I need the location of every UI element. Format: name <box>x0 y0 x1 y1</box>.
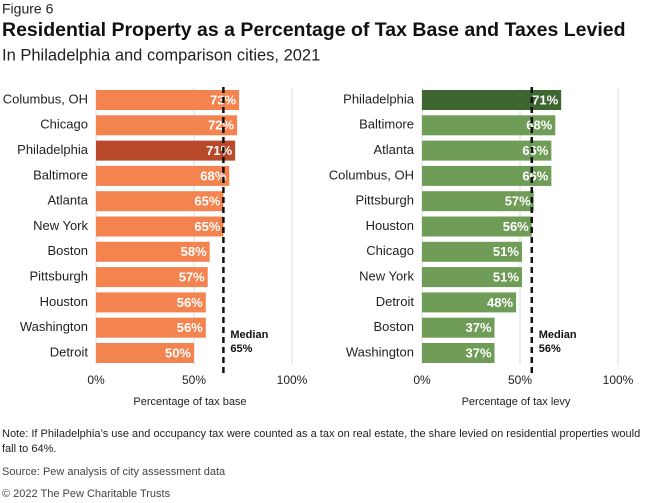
value-label: 51% <box>493 244 519 259</box>
bar <box>96 140 236 161</box>
value-label: 37% <box>465 320 491 335</box>
median-label: Median <box>539 329 577 341</box>
bar <box>422 165 552 186</box>
bar <box>422 241 522 262</box>
category-label: Boston <box>48 243 88 258</box>
category-label: Atlanta <box>48 193 89 208</box>
value-label: 56% <box>503 219 529 234</box>
median-value: 56% <box>539 343 561 355</box>
bar <box>96 267 208 288</box>
bar <box>96 292 206 313</box>
note-box: Note: If Philadelphia’s use and occupanc… <box>2 428 641 455</box>
category-label: Houston <box>40 294 88 309</box>
value-label: 66% <box>522 143 548 158</box>
median-label: Median <box>230 329 268 341</box>
category-label: New York <box>33 218 88 233</box>
category-label: Chicago <box>366 243 414 258</box>
x-tick-label: 0% <box>87 373 105 387</box>
chart-title: Residential Property as a Percentage of … <box>2 19 626 41</box>
category-label: Pittsburgh <box>29 269 88 284</box>
value-label: 65% <box>194 219 220 234</box>
category-label: Philadelphia <box>17 142 89 157</box>
bar <box>422 191 534 212</box>
value-label: 72% <box>208 118 234 133</box>
value-label: 51% <box>493 270 519 285</box>
category-label: Baltimore <box>359 117 414 132</box>
category-label: Washington <box>20 319 88 334</box>
category-label: Detroit <box>376 294 415 309</box>
category-label: Detroit <box>50 344 89 359</box>
bar <box>422 343 495 363</box>
value-label: 48% <box>487 295 513 310</box>
category-label: Philadelphia <box>343 91 415 106</box>
x-tick-label: 100% <box>603 373 634 387</box>
value-label: 68% <box>526 118 552 133</box>
x-tick-label: 50% <box>182 373 206 387</box>
source: Source: Pew analysis of city assessment … <box>2 466 226 478</box>
x-tick-label: 50% <box>508 373 532 387</box>
value-label: 58% <box>181 244 207 259</box>
bar <box>422 115 556 136</box>
bar <box>96 191 224 212</box>
x-axis-label: Percentage of tax levy <box>462 396 571 408</box>
value-label: 65% <box>194 194 220 209</box>
category-label: Washington <box>346 344 414 359</box>
bar <box>422 267 522 288</box>
category-label: New York <box>359 269 414 284</box>
value-label: 71% <box>206 143 232 158</box>
note: Note: If Philadelphia’s use and occupanc… <box>2 428 641 455</box>
bar <box>422 140 552 161</box>
bar <box>96 241 210 262</box>
category-label: Columbus, OH <box>329 167 414 182</box>
category-label: Columbus, OH <box>3 91 88 106</box>
category-label: Houston <box>366 218 414 233</box>
chart-subtitle: In Philadelphia and comparison cities, 2… <box>2 46 320 64</box>
value-label: 56% <box>177 320 203 335</box>
bar <box>422 216 532 237</box>
value-label: 68% <box>200 168 226 183</box>
bar <box>96 317 206 338</box>
category-label: Pittsburgh <box>355 193 414 208</box>
category-label: Boston <box>374 319 414 334</box>
bar <box>422 90 562 110</box>
copyright: © 2022 The Pew Charitable Trusts <box>2 488 171 500</box>
bar <box>96 343 194 363</box>
category-label: Atlanta <box>374 142 415 157</box>
bar <box>422 292 517 313</box>
value-label: 71% <box>532 92 558 107</box>
bar <box>96 90 240 110</box>
category-label: Chicago <box>40 117 88 132</box>
x-axis-label: Percentage of tax base <box>133 396 246 408</box>
value-label: 50% <box>165 345 191 360</box>
value-label: 66% <box>522 168 548 183</box>
value-label: 57% <box>505 194 531 209</box>
x-tick-label: 0% <box>413 373 431 387</box>
bar <box>422 317 495 338</box>
bar <box>96 115 238 136</box>
bar <box>96 165 230 186</box>
value-label: 56% <box>177 295 203 310</box>
figure-label: Figure 6 <box>2 1 54 17</box>
value-label: 57% <box>179 270 205 285</box>
x-tick-label: 100% <box>277 373 308 387</box>
value-label: 37% <box>465 345 491 360</box>
bar <box>96 216 224 237</box>
category-label: Baltimore <box>33 167 88 182</box>
median-value: 65% <box>230 343 252 355</box>
